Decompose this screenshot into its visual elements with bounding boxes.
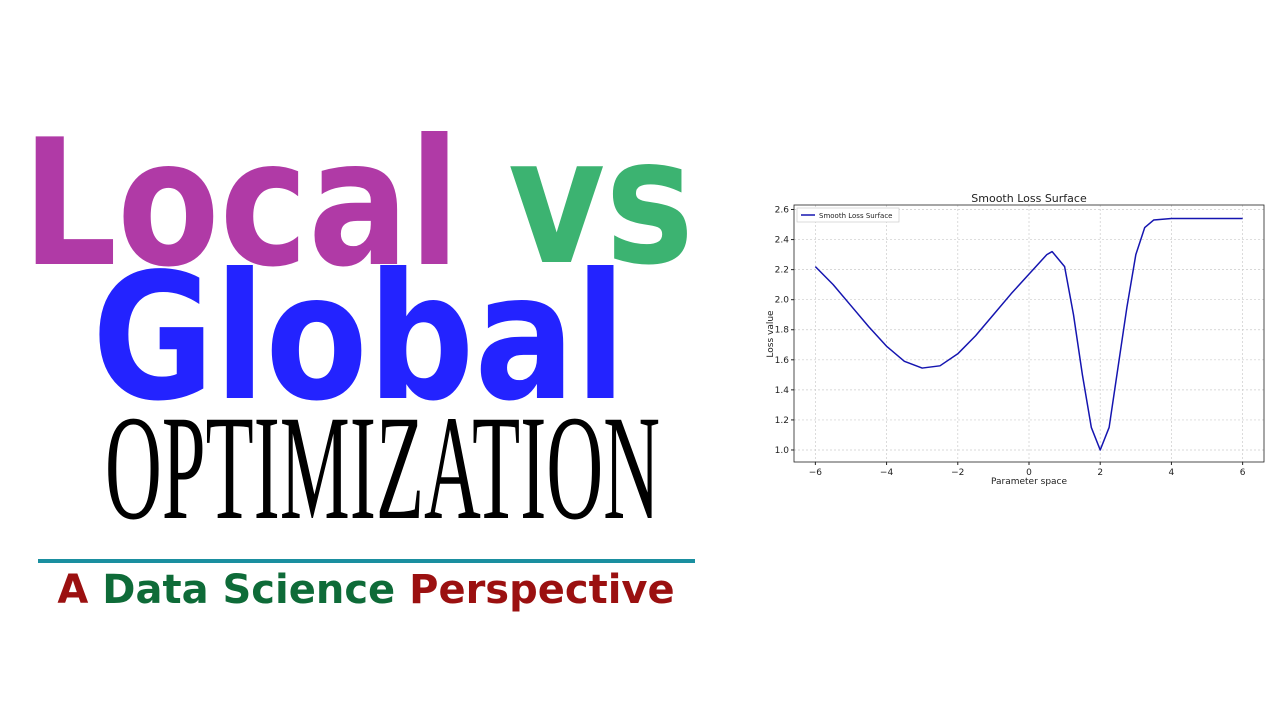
x-axis-label: Parameter space (991, 477, 1068, 487)
legend-box (796, 207, 900, 223)
y-tick-label: 1.4 (775, 386, 790, 396)
y-axis-label: Loss value (766, 310, 776, 358)
y-tick-label: 1.8 (775, 326, 790, 336)
loss-curve (814, 217, 1243, 451)
x-tick-label: 0 (1026, 468, 1032, 478)
y-tick-label: 1.6 (775, 356, 790, 366)
headline-global: Global (92, 237, 626, 440)
subtitle-perspective: Perspective (409, 567, 675, 613)
x-tick-label: −2 (951, 468, 964, 478)
headline-vs: vs (508, 101, 694, 304)
legend-label: Smooth Loss Surface (819, 212, 892, 220)
y-tick-label: 2.6 (775, 206, 790, 216)
y-tick-label: 1.0 (775, 446, 790, 456)
y-tick-label: 1.2 (775, 416, 789, 426)
x-tick-label: −4 (880, 468, 894, 478)
subtitle: A Data Science Perspective (57, 567, 674, 613)
headline-local: Local (22, 103, 460, 306)
y-tick-label: 2.4 (775, 236, 790, 246)
x-tick-label: 6 (1240, 468, 1246, 478)
y-tick-label: 2.0 (775, 296, 790, 306)
headline-optimization: OPTIMIZATION (105, 385, 660, 551)
chart-title: Smooth Loss Surface (971, 192, 1087, 205)
subtitle-data-science: Data Science (102, 567, 395, 613)
x-tick-label: −6 (809, 468, 823, 478)
x-tick-label: 4 (1169, 468, 1175, 478)
y-tick-label: 2.2 (775, 266, 789, 276)
subtitle-a: A (57, 567, 88, 613)
x-tick-label: 2 (1097, 468, 1103, 478)
plot-frame (793, 204, 1265, 463)
